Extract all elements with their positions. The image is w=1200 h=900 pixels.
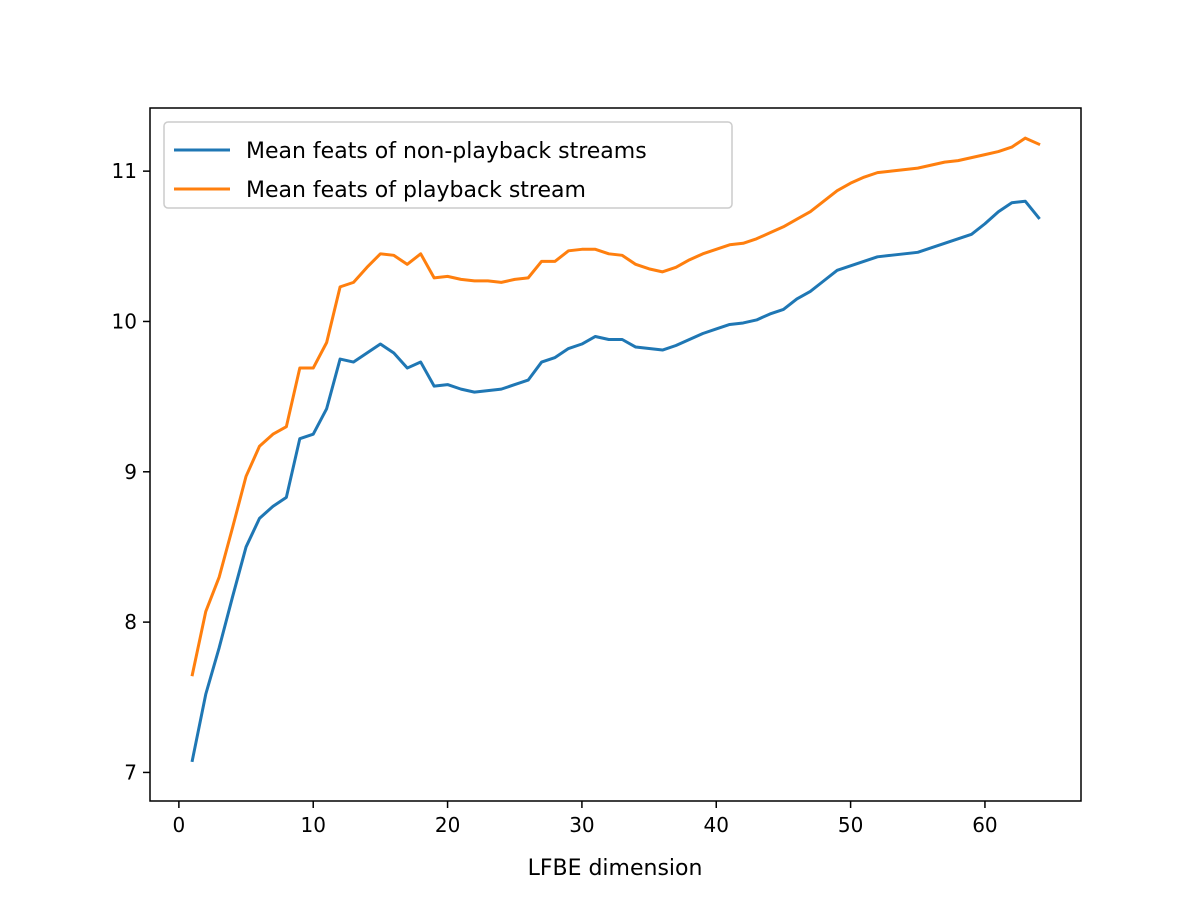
plot-area: 0 10 20 30 40 50 60 7 8 9 10 11 bbox=[112, 107, 1082, 837]
x-tick-label: 20 bbox=[435, 813, 460, 837]
legend-label-1: Mean feats of non-playback streams bbox=[246, 139, 647, 164]
x-tick-label: 10 bbox=[301, 813, 326, 837]
x-tick-label: 50 bbox=[838, 813, 863, 837]
x-tick-label: 0 bbox=[173, 813, 186, 837]
axes-frame bbox=[149, 107, 1082, 802]
y-tick-label: 8 bbox=[124, 610, 137, 634]
y-tick-label: 9 bbox=[124, 460, 137, 484]
y-tick-label: 7 bbox=[124, 760, 137, 784]
x-axis-label: LFBE dimension bbox=[528, 856, 703, 881]
series-line-1 bbox=[190, 199, 1041, 763]
legend-label-2: Mean feats of playback stream bbox=[246, 178, 586, 203]
series-line-2 bbox=[190, 136, 1041, 677]
legend-box bbox=[163, 121, 733, 209]
x-tick-label: 60 bbox=[972, 813, 997, 837]
legend: Mean feats of non-playback streams Mean f… bbox=[163, 121, 733, 209]
y-tick-label: 11 bbox=[112, 159, 137, 183]
x-tick-label: 40 bbox=[704, 813, 729, 837]
y-tick-label: 10 bbox=[112, 309, 137, 333]
x-tick-label: 30 bbox=[569, 813, 594, 837]
